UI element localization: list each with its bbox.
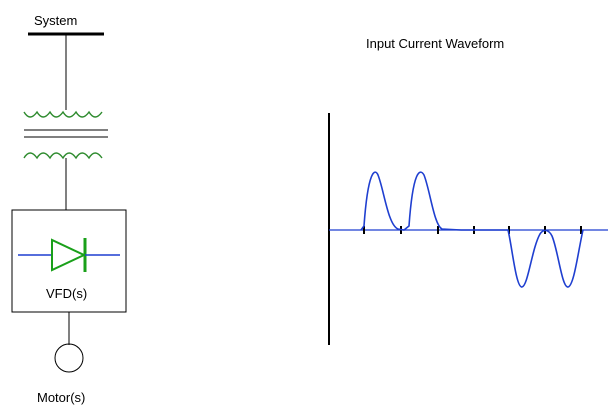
waveform-title: Input Current Waveform <box>366 36 504 51</box>
input-current-waveform <box>360 171 584 288</box>
diode-icon <box>18 238 120 272</box>
vfd-label: VFD(s) <box>46 286 87 301</box>
transformer-secondary-winding <box>23 152 103 160</box>
motor-symbol <box>54 343 84 373</box>
transformer-primary-winding <box>23 110 103 118</box>
diode-triangle <box>51 238 87 272</box>
transformer-symbol <box>23 110 108 160</box>
motor-label: Motor(s) <box>37 390 85 405</box>
system-label: System <box>34 13 77 28</box>
